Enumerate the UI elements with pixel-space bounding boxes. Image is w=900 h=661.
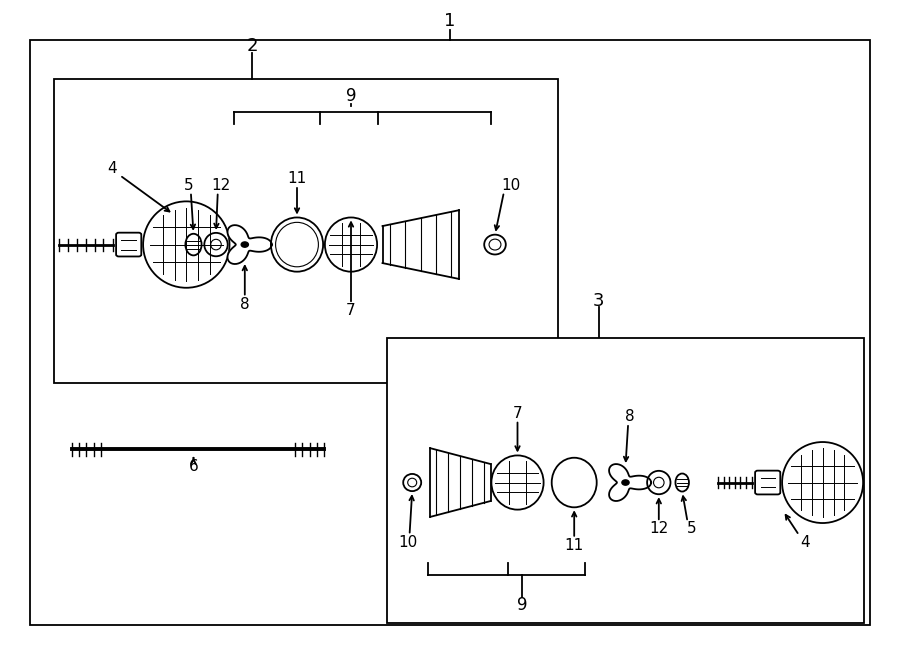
- Ellipse shape: [408, 479, 417, 486]
- Ellipse shape: [325, 217, 377, 272]
- Ellipse shape: [204, 233, 228, 256]
- Ellipse shape: [653, 477, 664, 488]
- Ellipse shape: [647, 471, 670, 494]
- Ellipse shape: [143, 202, 230, 288]
- Text: 11: 11: [287, 171, 307, 186]
- Text: 5: 5: [184, 178, 194, 192]
- Ellipse shape: [489, 239, 501, 250]
- Ellipse shape: [211, 239, 221, 250]
- Polygon shape: [609, 464, 651, 501]
- Text: 12: 12: [211, 178, 230, 192]
- Ellipse shape: [185, 234, 202, 255]
- Bar: [54, 79, 558, 383]
- Circle shape: [622, 480, 629, 485]
- Text: 4: 4: [108, 161, 117, 176]
- FancyBboxPatch shape: [116, 233, 141, 256]
- Text: 8: 8: [626, 409, 634, 424]
- Text: 10: 10: [398, 535, 418, 549]
- Ellipse shape: [552, 457, 597, 508]
- Text: 1: 1: [445, 12, 455, 30]
- Ellipse shape: [271, 217, 323, 272]
- Bar: [30, 40, 870, 625]
- FancyBboxPatch shape: [755, 471, 780, 494]
- Bar: [387, 338, 864, 623]
- Text: 4: 4: [801, 535, 810, 549]
- Ellipse shape: [275, 222, 319, 267]
- Text: 6: 6: [189, 459, 198, 473]
- Text: 8: 8: [240, 297, 249, 311]
- Ellipse shape: [782, 442, 863, 523]
- Text: 5: 5: [687, 522, 696, 536]
- Ellipse shape: [491, 455, 544, 510]
- Text: 12: 12: [649, 522, 669, 536]
- Circle shape: [241, 242, 248, 247]
- Text: 7: 7: [513, 406, 522, 420]
- Text: 11: 11: [564, 538, 584, 553]
- Text: 3: 3: [593, 292, 604, 310]
- Text: 7: 7: [346, 303, 356, 318]
- Ellipse shape: [675, 473, 689, 492]
- Text: 10: 10: [501, 178, 521, 192]
- Ellipse shape: [403, 474, 421, 491]
- Polygon shape: [228, 225, 272, 264]
- Ellipse shape: [484, 235, 506, 254]
- Text: 9: 9: [346, 87, 356, 105]
- Text: 2: 2: [247, 37, 257, 56]
- Text: 9: 9: [517, 596, 527, 614]
